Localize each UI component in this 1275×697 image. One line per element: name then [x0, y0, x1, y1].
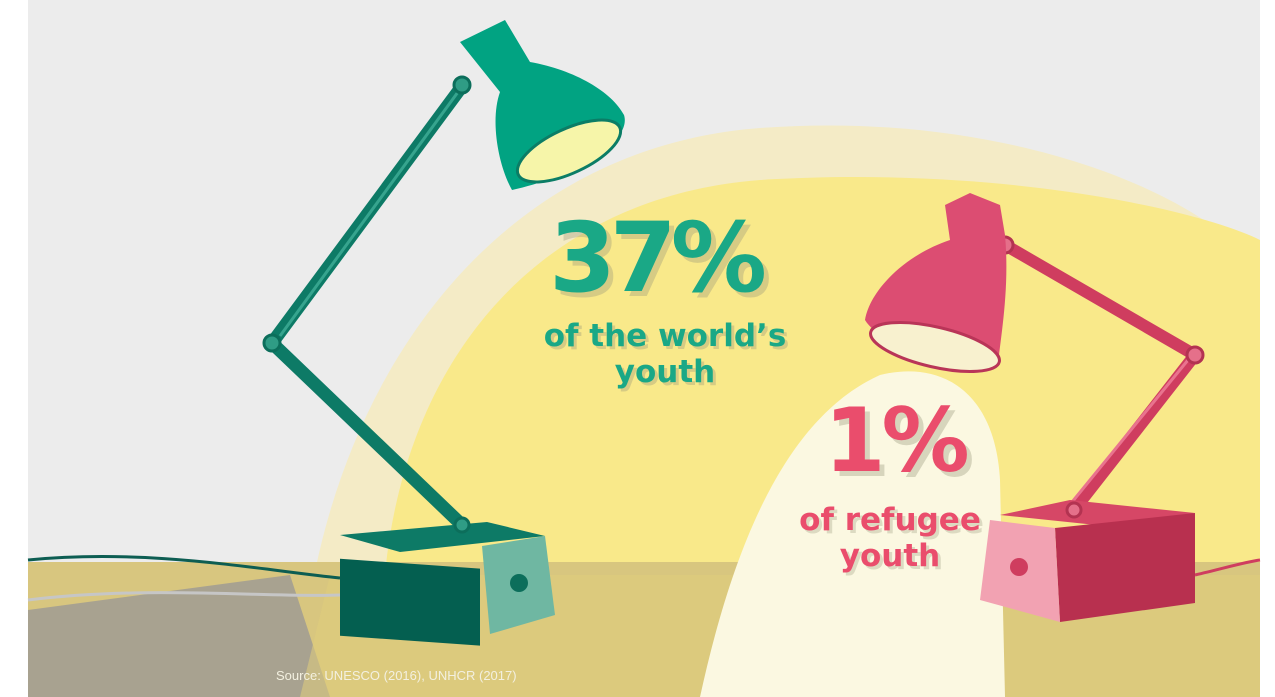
refugee-youth-caption-line2: youth: [839, 538, 941, 574]
green-desk-lamp-icon: [262, 20, 625, 646]
world-youth-caption-line1: of the world’s: [543, 318, 787, 354]
source-note: Source: UNESCO (2016), UNHCR (2017): [276, 668, 517, 683]
world-youth-caption: of the world’s youth: [520, 318, 810, 390]
pink-lamp-cord: [1194, 558, 1261, 577]
world-youth-caption-line2: youth: [614, 354, 716, 390]
refugee-youth-caption-line1: of refugee: [799, 502, 981, 538]
refugee-youth-caption: of refugee youth: [770, 502, 1010, 574]
pink-lamp-light: [700, 371, 1005, 697]
pink-desk-lamp-icon: [865, 193, 1205, 622]
world-youth-percentage: 37%: [549, 202, 767, 314]
refugee-youth-percentage: 1%: [824, 389, 969, 492]
green-lamp-cord: [27, 555, 341, 580]
green-lamp-cord-shadow: [27, 591, 341, 602]
table-shadow: [28, 575, 330, 697]
